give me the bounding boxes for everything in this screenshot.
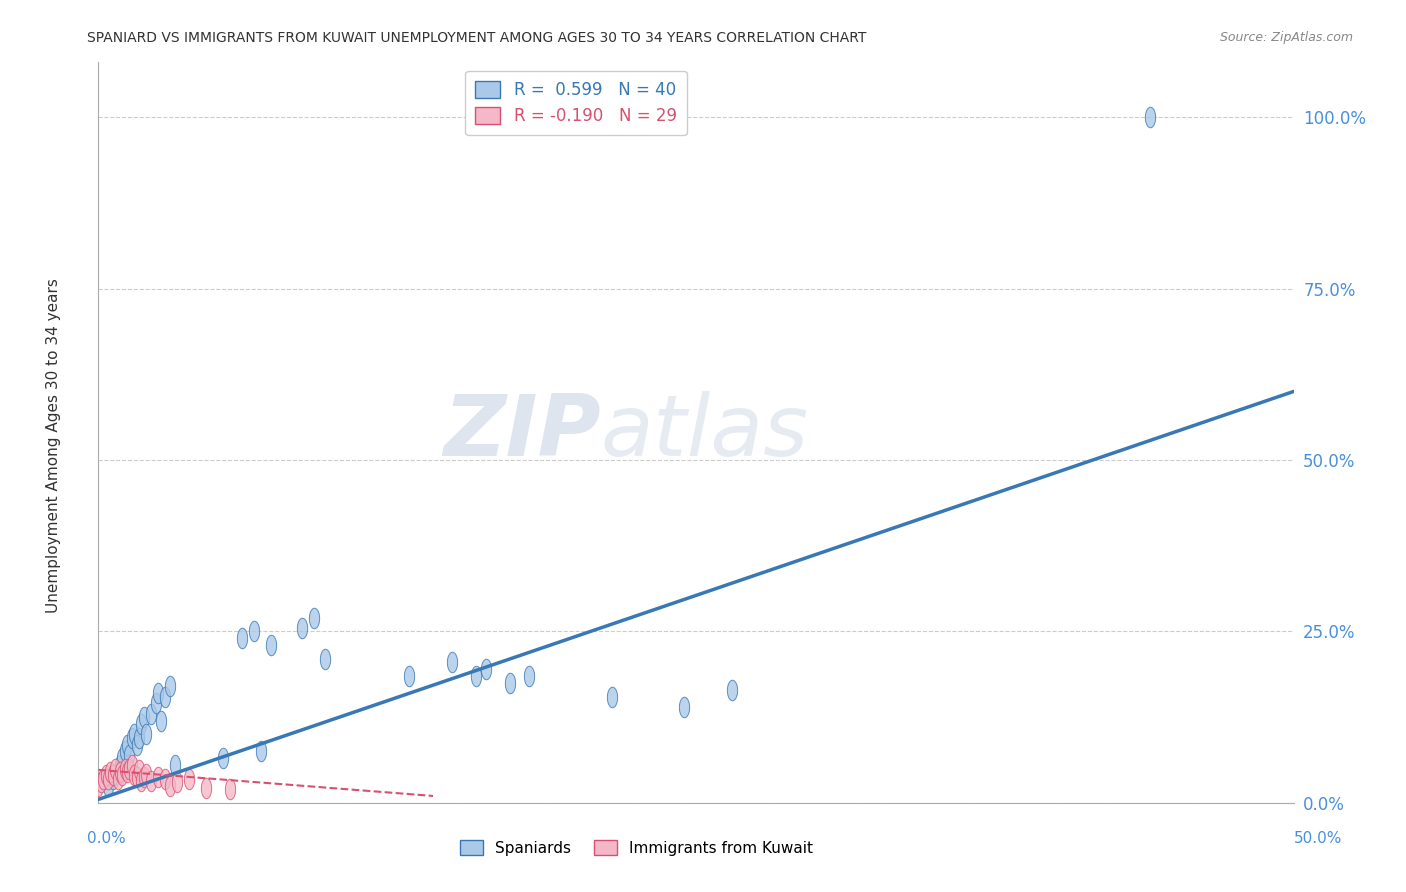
Point — [107, 764, 129, 779]
Point — [159, 679, 181, 693]
Point — [1139, 110, 1161, 124]
Text: SPANIARD VS IMMIGRANTS FROM KUWAIT UNEMPLOYMENT AMONG AGES 30 TO 34 YEARS CORREL: SPANIARD VS IMMIGRANTS FROM KUWAIT UNEMP… — [87, 31, 866, 45]
Point — [465, 669, 488, 683]
Text: 50.0%: 50.0% — [1295, 831, 1343, 847]
Point — [115, 764, 138, 779]
Point — [211, 751, 233, 765]
Point — [94, 768, 117, 782]
Point — [148, 686, 170, 700]
Point — [111, 751, 134, 765]
Point — [131, 773, 153, 788]
Point — [121, 731, 143, 745]
Point — [132, 710, 155, 724]
Point — [118, 762, 141, 776]
Point — [97, 779, 120, 793]
Point — [149, 714, 172, 728]
Point — [398, 669, 420, 683]
Text: 0.0%: 0.0% — [87, 831, 127, 847]
Point — [111, 768, 134, 782]
Point — [114, 762, 136, 776]
Point — [101, 768, 124, 782]
Point — [163, 758, 186, 772]
Point — [602, 690, 624, 704]
Point — [179, 772, 201, 786]
Point — [315, 652, 337, 666]
Text: Unemployment Among Ages 30 to 34 years: Unemployment Among Ages 30 to 34 years — [46, 278, 60, 614]
Point — [721, 682, 744, 697]
Point — [145, 697, 167, 711]
Text: atlas: atlas — [600, 391, 808, 475]
Point — [148, 770, 170, 784]
Point — [108, 758, 131, 772]
Point — [517, 669, 540, 683]
Point — [231, 632, 253, 646]
Point — [121, 758, 143, 772]
Point — [131, 717, 153, 731]
Point — [101, 772, 124, 786]
Point — [673, 699, 696, 714]
Point — [128, 731, 150, 745]
Point — [118, 747, 141, 762]
Point — [166, 775, 188, 789]
Point — [291, 621, 314, 635]
Point — [139, 706, 162, 721]
Point — [243, 624, 266, 639]
Point — [108, 764, 131, 779]
Point — [125, 738, 148, 752]
Point — [104, 762, 127, 776]
Point — [132, 770, 155, 784]
Point — [98, 764, 122, 779]
Point — [474, 662, 496, 676]
Point — [97, 772, 120, 786]
Point — [91, 772, 114, 786]
Point — [195, 780, 218, 795]
Text: ZIP: ZIP — [443, 391, 600, 475]
Point — [441, 655, 464, 669]
Point — [107, 772, 129, 786]
Point — [498, 676, 520, 690]
Point — [124, 727, 146, 741]
Point — [90, 775, 112, 789]
Point — [135, 767, 157, 781]
Point — [139, 773, 162, 788]
Text: Source: ZipAtlas.com: Source: ZipAtlas.com — [1219, 31, 1353, 45]
Point — [259, 638, 281, 652]
Point — [250, 744, 273, 758]
Point — [135, 727, 157, 741]
Point — [125, 770, 148, 784]
Point — [128, 763, 150, 777]
Point — [219, 782, 242, 797]
Legend: Spaniards, Immigrants from Kuwait: Spaniards, Immigrants from Kuwait — [454, 834, 818, 862]
Point — [87, 779, 110, 793]
Point — [124, 768, 146, 782]
Point — [155, 690, 177, 704]
Point — [159, 779, 181, 793]
Point — [155, 772, 177, 786]
Point — [302, 610, 325, 624]
Point — [114, 744, 136, 758]
Point — [115, 738, 138, 752]
